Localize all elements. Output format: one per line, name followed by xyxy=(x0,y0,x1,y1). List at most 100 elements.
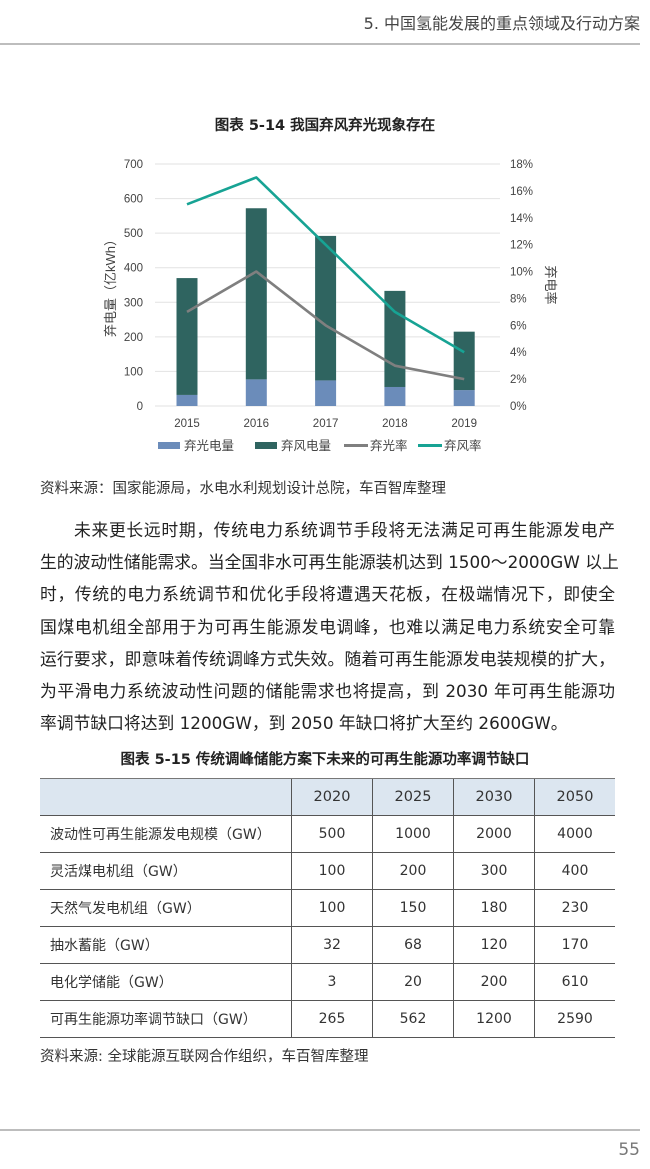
bar-wind xyxy=(315,235,337,381)
table-row: 灵活煤电机组（GW） 100 200 300 400 xyxy=(40,852,615,890)
data-table: 2020 2025 2030 2050 波动性可再生能源发电规模（GW） 500 1000… xyxy=(40,778,615,1038)
table-cell: 1000 xyxy=(372,815,454,853)
legend-swatch xyxy=(158,442,180,449)
running-header: 5. 中国氢能发展的重点领域及行动方案 xyxy=(363,14,640,33)
table-header-row: 2020 2025 2030 2050 xyxy=(40,778,615,816)
paragraph-line: 生的波动性储能需求。当全国非水可再生能源装机达到 1500～2000GW 以上 xyxy=(40,552,619,573)
y-tick-label: 0 xyxy=(137,401,143,413)
y-tick-label: 100 xyxy=(124,366,143,378)
paragraph-line: 未来更长远时期，传统电力系统调节手段将无法满足可再生能源发电产 xyxy=(74,520,615,540)
bar-wind xyxy=(453,331,475,391)
table-row: 可再生能源功率调节缺口（GW） 265 562 1200 2590 xyxy=(40,1000,615,1038)
bar-solar xyxy=(245,379,267,406)
row-label: 可再生能源功率调节缺口（GW） xyxy=(40,1000,292,1038)
legend-swatch xyxy=(255,442,277,449)
bar-wind xyxy=(176,278,198,395)
y-tick-label: 600 xyxy=(124,194,143,206)
bar-solar xyxy=(176,394,198,406)
table-cell: 610 xyxy=(534,963,615,1001)
row-label: 抽水蓄能（GW） xyxy=(40,926,292,964)
table-row: 电化学储能（GW） 3 20 200 610 xyxy=(40,963,615,1001)
table-cell: 68 xyxy=(372,926,454,964)
footer-divider xyxy=(0,1129,640,1131)
figure-source: 资料来源：国家能源局，水电水利规划设计总院，车百智库整理 xyxy=(40,481,446,497)
table-cell: 562 xyxy=(372,1000,454,1038)
bar-wind xyxy=(245,208,267,380)
paragraph-line: 为平滑电力系统波动性问题的储能需求也将提高，到 2030 年可再生能源功 xyxy=(40,680,615,701)
row-label: 天然气发电机组（GW） xyxy=(40,889,292,927)
y2-tick-label: 18% xyxy=(510,159,533,171)
table-cell: 150 xyxy=(372,889,454,927)
table-cell: 230 xyxy=(534,889,615,927)
legend-label: 弃风率 xyxy=(444,438,482,453)
x-tick-label: 2018 xyxy=(382,418,408,430)
body-paragraph: 未来更长远时期，传统电力系统调节手段将无法满足可再生能源发电产生的波动性储能需求… xyxy=(40,514,619,739)
y-axis-title: 弃电量（亿kWh） xyxy=(103,233,118,337)
paragraph-line: 时，传统的电力系统调节和优化手段将遭遇天花板，在极端情况下，即使全 xyxy=(40,584,615,605)
table-row: 抽水蓄能（GW） 32 68 120 170 xyxy=(40,926,615,964)
paragraph-line: 运行要求，即意味着传统调峰方式失效。随着可再生能源发电装规模的扩大， xyxy=(40,648,615,669)
paragraph-line: 国煤电机组全部用于为可再生能源发电调峰，也难以满足电力系统安全可靠 xyxy=(40,616,615,637)
figure-title: 图表 5-14 我国弃风弃光现象存在 xyxy=(214,118,436,134)
legend-label: 弃风电量 xyxy=(281,438,331,453)
table-cell: 2000 xyxy=(453,815,535,853)
table-cell: 265 xyxy=(291,1000,373,1038)
y-tick-label: 200 xyxy=(124,332,143,344)
line-series xyxy=(186,176,465,354)
column-header: 2025 xyxy=(372,778,454,816)
table-cell: 1200 xyxy=(453,1000,535,1038)
table-cell: 20 xyxy=(372,963,454,1001)
table-cell: 32 xyxy=(291,926,373,964)
table-cell: 3 xyxy=(291,963,373,1001)
table-cell: 200 xyxy=(453,963,535,1001)
row-label: 电化学储能（GW） xyxy=(40,963,292,1001)
column-header: 2020 xyxy=(291,778,373,816)
bar-solar xyxy=(384,386,406,406)
table-cell: 300 xyxy=(453,852,535,890)
y2-tick-label: 12% xyxy=(510,240,533,252)
y-tick-label: 500 xyxy=(124,228,143,240)
table-source: 资料来源: 全球能源互联网合作组织，车百智库整理 xyxy=(40,1049,369,1065)
header-divider xyxy=(0,43,640,45)
table-cell: 2590 xyxy=(534,1000,615,1038)
x-tick-label: 2019 xyxy=(451,418,477,430)
x-tick-label: 2015 xyxy=(174,418,200,430)
x-tick-label: 2017 xyxy=(313,418,339,430)
column-header xyxy=(40,778,292,816)
table-cell: 120 xyxy=(453,926,535,964)
page-number: 55 xyxy=(618,1140,640,1160)
bar-solar xyxy=(453,390,475,406)
table-cell: 100 xyxy=(291,852,373,890)
y2-tick-label: 14% xyxy=(510,213,533,225)
y-tick-label: 400 xyxy=(124,263,143,275)
table-title: 图表 5-15 传统调峰储能方案下未来的可再生能源功率调节缺口 xyxy=(120,752,530,768)
y2-tick-label: 16% xyxy=(510,186,533,198)
line-series xyxy=(186,270,465,381)
bar-solar xyxy=(315,380,337,406)
table-cell: 4000 xyxy=(534,815,615,853)
table-cell: 400 xyxy=(534,852,615,890)
table-cell: 200 xyxy=(372,852,454,890)
x-tick-label: 2016 xyxy=(244,418,270,430)
paragraph-line: 率调节缺口将达到 1200GW，到 2050 年缺口将扩大至约 2600GW。 xyxy=(40,713,568,734)
legend-label: 弃光电量 xyxy=(184,438,234,453)
table-cell: 100 xyxy=(291,889,373,927)
table-cell: 180 xyxy=(453,889,535,927)
y2-tick-label: 8% xyxy=(510,293,527,305)
table-row: 天然气发电机组（GW） 100 150 180 230 xyxy=(40,889,615,927)
row-label: 灵活煤电机组（GW） xyxy=(40,852,292,890)
chart: 0 100 200 300 400 500 600 700 0% 2% 4% 6% 8% 10% 12% 14… xyxy=(103,159,558,453)
table-row: 波动性可再生能源发电规模（GW） 500 1000 2000 4000 xyxy=(40,815,615,853)
row-label: 波动性可再生能源发电规模（GW） xyxy=(40,815,292,853)
y2-tick-label: 0% xyxy=(510,401,527,413)
y-tick-label: 300 xyxy=(124,297,143,309)
y2-tick-label: 10% xyxy=(510,267,533,279)
table-cell: 500 xyxy=(291,815,373,853)
y-tick-label: 700 xyxy=(124,159,143,171)
column-header: 2050 xyxy=(534,778,615,816)
legend-label: 弃光率 xyxy=(370,438,408,453)
y2-axis-title: 弃电率 xyxy=(543,265,558,304)
table-cell: 170 xyxy=(534,926,615,964)
y2-tick-label: 2% xyxy=(510,374,527,386)
y2-tick-label: 4% xyxy=(510,347,527,359)
